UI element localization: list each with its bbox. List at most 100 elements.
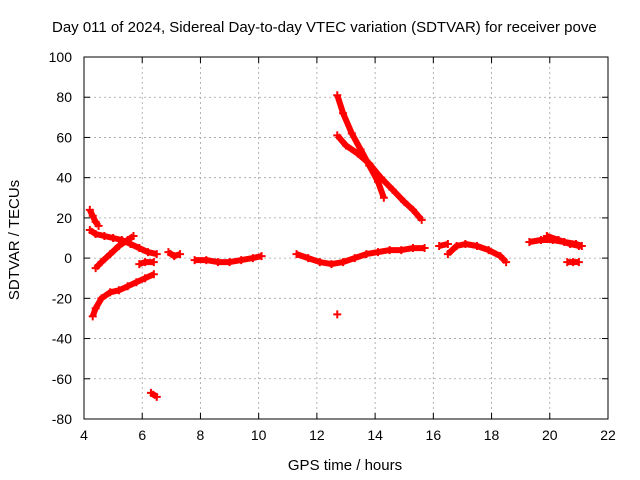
data-point xyxy=(554,236,563,245)
data-point xyxy=(566,240,575,249)
data-point xyxy=(408,244,417,253)
data-point xyxy=(362,250,371,259)
series-s11 xyxy=(333,131,426,224)
series-s5 xyxy=(135,258,158,269)
data-point xyxy=(385,246,394,255)
data-point xyxy=(327,260,336,269)
data-point xyxy=(213,258,222,267)
data-point xyxy=(106,250,115,259)
series-s6 xyxy=(164,248,185,261)
data-point xyxy=(574,242,583,251)
data-point xyxy=(379,193,388,202)
y-tick-label: 60 xyxy=(56,129,72,145)
tick-layer: 4 6 8 10 12 14 16 18 20 22 -80 -60 -40 -20 0 20 40 60 80 10… xyxy=(49,49,616,443)
data-point xyxy=(374,248,383,257)
x-tick-label: 4 xyxy=(80,427,88,443)
data-point xyxy=(100,231,109,240)
data-point xyxy=(350,254,359,263)
data-point xyxy=(176,250,185,259)
data-point xyxy=(417,215,426,224)
data-point xyxy=(97,294,106,303)
data-point xyxy=(452,242,461,251)
data-point xyxy=(443,250,452,259)
y-axis-label: SDTVAR / TECUs xyxy=(6,180,23,300)
data-point xyxy=(94,221,103,230)
data-point xyxy=(496,252,505,261)
data-point xyxy=(484,246,493,255)
data-point xyxy=(400,197,409,206)
data-point xyxy=(152,392,161,401)
data-point xyxy=(114,242,123,251)
series-s9 xyxy=(292,244,429,269)
data-point xyxy=(85,205,94,214)
data-point xyxy=(141,274,150,283)
x-axis-label: GPS time / hours xyxy=(288,457,402,474)
data-point xyxy=(132,278,141,287)
data-point xyxy=(342,141,350,150)
x-tick-label: 16 xyxy=(426,427,442,443)
series-s10 xyxy=(333,91,388,202)
data-point xyxy=(123,236,132,245)
x-tick-label: 22 xyxy=(600,427,616,443)
data-point xyxy=(97,258,106,267)
data-point xyxy=(91,217,100,226)
x-tick-label: 10 xyxy=(251,427,267,443)
data-point xyxy=(202,256,211,265)
x-tick-label: 6 xyxy=(138,427,146,443)
data-point xyxy=(149,270,158,279)
data-point xyxy=(333,91,342,100)
chart-title: Day 011 of 2024, Sidereal Day-to-day VTE… xyxy=(52,19,597,36)
series-s4 xyxy=(88,270,158,321)
y-tick-label: 80 xyxy=(56,89,72,105)
data-point xyxy=(190,256,199,265)
data-point xyxy=(257,252,266,261)
data-point xyxy=(537,236,546,245)
series-s1 xyxy=(85,205,103,230)
plot-frame xyxy=(83,56,609,420)
data-point xyxy=(542,231,551,240)
x-tick-label: 20 xyxy=(542,427,558,443)
data-point xyxy=(91,304,100,313)
data-point xyxy=(376,173,385,182)
series-s16 xyxy=(542,231,583,251)
series-s14 xyxy=(443,240,511,267)
data-point xyxy=(353,149,362,158)
data-point xyxy=(388,185,397,194)
data-point xyxy=(146,388,155,397)
data-point xyxy=(435,242,444,251)
series-s3 xyxy=(91,231,138,273)
x-tick-label: 14 xyxy=(367,427,383,443)
data-point xyxy=(88,312,97,321)
data-point xyxy=(135,260,144,269)
data-point xyxy=(292,250,301,259)
data-point xyxy=(129,231,138,240)
data-point xyxy=(333,131,342,140)
data-point xyxy=(123,282,132,291)
data-point xyxy=(574,258,583,267)
series-s13 xyxy=(435,240,452,251)
y-tick-label: -80 xyxy=(52,411,72,427)
series-s8 xyxy=(190,252,266,267)
data-point xyxy=(114,286,123,295)
data-point xyxy=(443,240,452,249)
data-point xyxy=(88,211,97,220)
x-tick-label: 8 xyxy=(197,427,205,443)
data-point xyxy=(149,258,158,267)
y-tick-label: -20 xyxy=(52,290,72,306)
series-s7 xyxy=(146,388,161,401)
y-tick-label: 0 xyxy=(64,250,72,266)
data-point xyxy=(109,234,118,242)
data-point xyxy=(141,258,150,267)
data-point xyxy=(473,242,481,251)
data-point xyxy=(408,205,417,214)
data-point xyxy=(225,258,234,267)
data-point xyxy=(315,258,324,267)
y-tick-label: 100 xyxy=(49,49,73,65)
series-trace xyxy=(545,233,580,249)
data-point xyxy=(106,288,115,297)
data-point xyxy=(237,256,246,265)
series-layer xyxy=(85,91,586,401)
data-point xyxy=(164,248,173,257)
data-point xyxy=(144,248,153,257)
data-point xyxy=(85,225,94,234)
